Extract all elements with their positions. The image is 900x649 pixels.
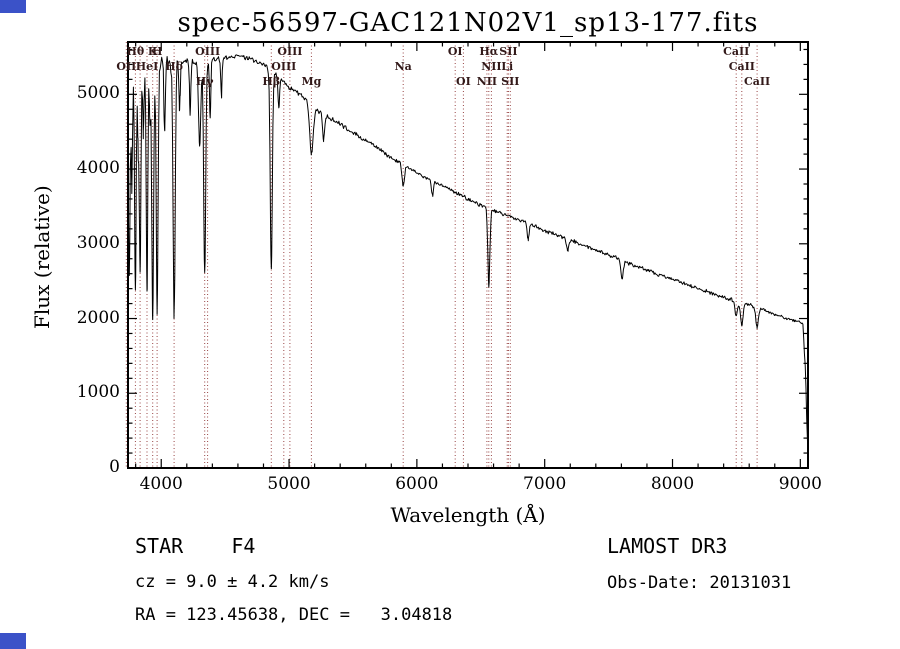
- x-tick-label: 7000: [523, 474, 567, 494]
- spectral-line-label: CaII: [723, 45, 750, 58]
- spectral-line-label: H: [151, 45, 163, 58]
- spectral-line-label: CaII: [728, 60, 755, 73]
- spectral-line-label: K: [147, 45, 158, 58]
- spectral-line-label: Hβ: [262, 75, 281, 88]
- classification-text: STAR F4: [135, 534, 256, 558]
- spectral-line-label: NII: [481, 60, 502, 73]
- spectrum-trace: [127, 54, 808, 442]
- spectral-line-label: OIII: [195, 45, 221, 58]
- x-axis-label: Wavelength (Å): [390, 503, 546, 527]
- cz-velocity-text: cz = 9.0 ± 4.2 km/s: [135, 572, 330, 592]
- spectral-line-label: Hα: [479, 45, 499, 58]
- blue-corner-artifact-top: [0, 0, 26, 13]
- spectral-line-label: Mg: [301, 75, 322, 88]
- spectral-line-label: HeI: [135, 60, 159, 73]
- obs-date-text: Obs-Date: 20131031: [607, 573, 792, 593]
- x-tick-label: 9000: [778, 474, 822, 494]
- x-tick-label: 8000: [650, 474, 695, 494]
- spectral-line-label: Hγ: [195, 75, 214, 88]
- spectral-line-label: OI: [456, 75, 471, 88]
- spectral-line-label: OII: [116, 60, 137, 73]
- y-tick-label: 4000: [76, 158, 120, 179]
- y-tick-label: 0: [109, 457, 120, 477]
- spectral-line-label: Hδ: [165, 60, 184, 73]
- y-tick-label: 5000: [76, 83, 120, 104]
- spectral-line-label: SII: [499, 45, 518, 58]
- x-tick-label: 4000: [139, 474, 183, 494]
- x-tick-label: 5000: [267, 474, 311, 494]
- spectral-line-label: Hθ: [126, 45, 145, 58]
- y-tick-label: 2000: [76, 307, 120, 328]
- chart-title: spec-56597-GAC121N02V1_sp13-177.fits: [177, 8, 759, 38]
- spectral-line-label: OIII: [271, 60, 297, 73]
- spectral-line-label: Na: [394, 60, 412, 73]
- spectral-line-label: SII: [501, 75, 520, 88]
- spectral-line-label: CaII: [744, 75, 771, 88]
- survey-release-text: LAMOST DR3: [607, 534, 728, 558]
- blue-corner-artifact-bottom: [0, 633, 26, 649]
- spectral-line-label: OIII: [277, 45, 303, 58]
- spectral-line-label: NII: [476, 75, 498, 88]
- spectral-line-label: Li: [501, 60, 514, 73]
- plot-border: [127, 41, 809, 469]
- ra-dec-text: RA = 123.45638, DEC = 3.04818: [135, 605, 453, 625]
- x-tick-label: 6000: [395, 474, 439, 494]
- y-tick-label: 1000: [76, 382, 120, 403]
- y-tick-label: 3000: [76, 232, 120, 253]
- spectral-line-label: OI: [447, 45, 463, 58]
